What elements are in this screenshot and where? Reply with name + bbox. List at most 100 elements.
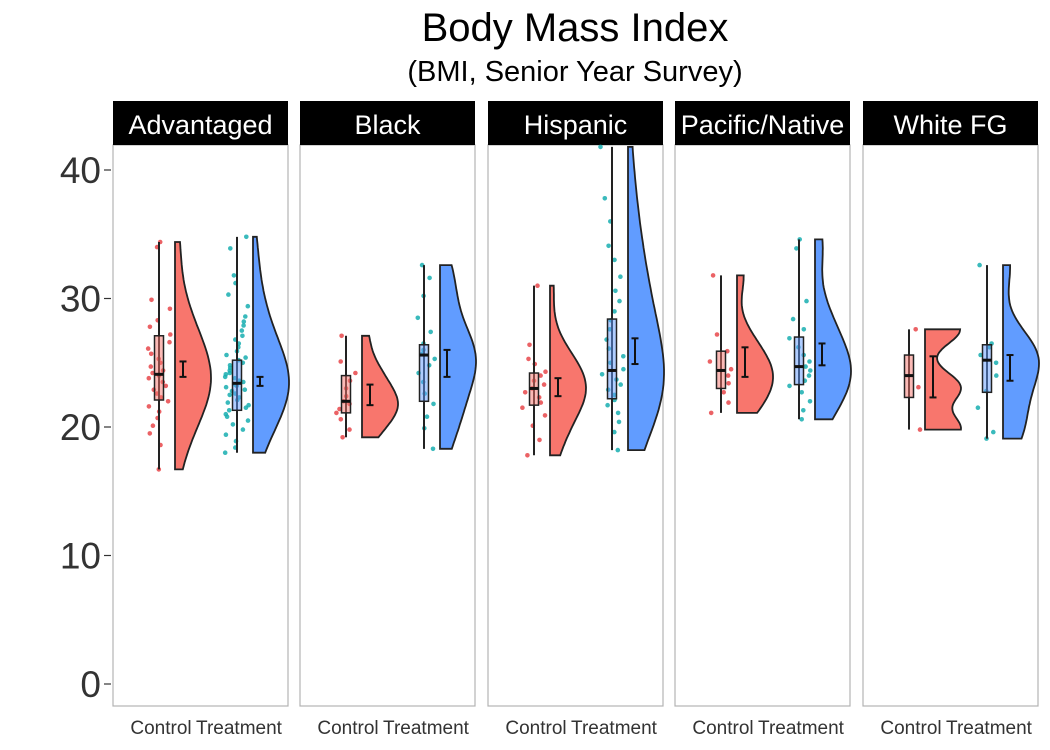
x-tick-label-hispanic-control: Control <box>505 718 566 739</box>
point-advantaged-treatment-15 <box>227 392 232 398</box>
point-pacific-native-treatment-15 <box>804 298 809 304</box>
point-pacific-native-treatment-14 <box>790 316 796 322</box>
point-black-control-0 <box>340 435 345 440</box>
point-advantaged-control-11 <box>163 383 169 389</box>
point-hispanic-treatment-26 <box>598 144 603 150</box>
point-white-fg-control-1 <box>916 384 921 390</box>
x-tick-label-hispanic-treatment: Treatment <box>571 718 658 739</box>
point-hispanic-treatment-19 <box>617 298 622 304</box>
strip-hispanic <box>488 101 663 145</box>
violin-white-fg-treatment <box>1002 264 1040 440</box>
point-pacific-native-control-4 <box>725 373 731 378</box>
point-advantaged-control-17 <box>148 364 154 369</box>
point-pacific-native-treatment-6 <box>806 373 812 378</box>
point-advantaged-treatment-19 <box>223 384 229 390</box>
point-hispanic-treatment-4 <box>605 402 610 408</box>
point-pacific-native-treatment-8 <box>803 364 808 369</box>
strip-label-hispanic: Hispanic <box>524 110 628 140</box>
point-hispanic-treatment-23 <box>606 243 611 249</box>
point-pacific-native-control-5 <box>728 366 734 372</box>
point-advantaged-treatment-6 <box>245 418 251 423</box>
panel-pacific-native <box>674 144 851 707</box>
point-black-treatment-2 <box>424 414 430 420</box>
point-advantaged-control-6 <box>146 404 152 409</box>
point-hispanic-control-9 <box>541 382 547 387</box>
point-black-control-11 <box>338 359 344 364</box>
point-advantaged-treatment-34 <box>224 352 229 358</box>
x-tick-label-pacific-native-control: Control <box>692 718 753 739</box>
point-white-fg-control-2 <box>913 327 918 332</box>
box-advantaged-treatment <box>231 359 243 412</box>
violin-black-control <box>361 334 399 439</box>
point-hispanic-treatment-2 <box>616 419 622 425</box>
x-tick-label-white-fg-control: Control <box>880 718 941 739</box>
box-white-fg-treatment <box>981 344 993 394</box>
point-pacific-native-treatment-16 <box>794 246 799 251</box>
point-hispanic-control-16 <box>535 283 540 289</box>
x-tick-label-white-fg-treatment: Treatment <box>946 718 1033 739</box>
point-pacific-native-control-3 <box>726 381 731 386</box>
y-tick-label-10: 10 <box>60 536 101 577</box>
point-advantaged-control-26 <box>167 306 173 312</box>
point-advantaged-control-21 <box>145 346 151 351</box>
point-advantaged-control-2 <box>147 431 153 436</box>
point-advantaged-treatment-43 <box>243 314 248 319</box>
point-advantaged-treatment-0 <box>222 450 228 456</box>
point-hispanic-control-4 <box>520 405 525 411</box>
box-black-treatment <box>418 344 430 403</box>
point-hispanic-control-3 <box>542 413 548 418</box>
point-advantaged-treatment-30 <box>227 363 233 368</box>
y-tick-label-0: 0 <box>80 664 101 705</box>
x-tick-label-pacific-native-treatment: Treatment <box>758 718 845 739</box>
point-advantaged-treatment-41 <box>241 323 246 328</box>
point-white-fg-treatment-4 <box>994 373 999 378</box>
point-white-fg-treatment-5 <box>993 360 999 366</box>
y-tick-label-30: 30 <box>60 279 101 320</box>
point-pacific-native-treatment-13 <box>801 327 807 332</box>
strip-label-white-fg: White FG <box>893 110 1007 140</box>
point-advantaged-treatment-4 <box>240 427 246 432</box>
x-tick-label-black-control: Control <box>317 718 378 739</box>
point-advantaged-treatment-5 <box>230 422 236 427</box>
x-tick-label-advantaged-control: Control <box>130 718 191 739</box>
violin-pacific-native-treatment <box>814 238 852 421</box>
violin-advantaged-treatment <box>252 235 290 454</box>
point-black-treatment-0 <box>430 446 436 452</box>
point-advantaged-treatment-45 <box>226 292 231 297</box>
point-advantaged-treatment-12 <box>225 400 231 405</box>
point-advantaged-control-13 <box>146 375 152 381</box>
x-tick-label-black-treatment: Treatment <box>383 718 470 739</box>
strip-label-black: Black <box>354 110 421 140</box>
point-advantaged-treatment-18 <box>242 387 248 393</box>
point-advantaged-control-23 <box>168 332 173 337</box>
point-pacific-native-treatment-1 <box>801 408 806 413</box>
point-pacific-native-control-8 <box>714 332 720 337</box>
strip-label-advantaged: Advantaged <box>128 110 272 140</box>
strip-black <box>300 101 475 145</box>
point-hispanic-treatment-13 <box>621 354 626 359</box>
point-pacific-native-treatment-4 <box>787 383 792 389</box>
point-white-fg-control-0 <box>917 427 923 432</box>
chart-title: Body Mass Index <box>421 6 729 50</box>
point-advantaged-treatment-48 <box>228 246 233 251</box>
point-advantaged-treatment-42 <box>241 319 247 324</box>
box-pacific-native-treatment <box>793 336 805 386</box>
point-advantaged-treatment-40 <box>239 328 245 333</box>
point-advantaged-control-7 <box>165 399 171 404</box>
point-white-fg-treatment-2 <box>975 405 981 411</box>
point-hispanic-control-0 <box>525 453 530 458</box>
point-advantaged-treatment-26 <box>223 372 229 377</box>
point-black-treatment-3 <box>431 401 436 407</box>
point-pacific-native-control-0 <box>708 410 714 416</box>
box-hispanic-treatment <box>606 318 618 400</box>
strip-white-fg <box>863 101 1038 145</box>
point-advantaged-treatment-3 <box>223 432 229 438</box>
point-hispanic-treatment-8 <box>618 382 623 387</box>
y-tick-label-40: 40 <box>60 150 101 191</box>
point-advantaged-treatment-44 <box>245 303 251 309</box>
point-hispanic-treatment-18 <box>612 309 617 314</box>
strip-label-pacific-native: Pacific/Native <box>681 110 845 140</box>
point-advantaged-treatment-33 <box>243 355 248 360</box>
x-tick-label-advantaged-treatment: Treatment <box>196 718 283 739</box>
